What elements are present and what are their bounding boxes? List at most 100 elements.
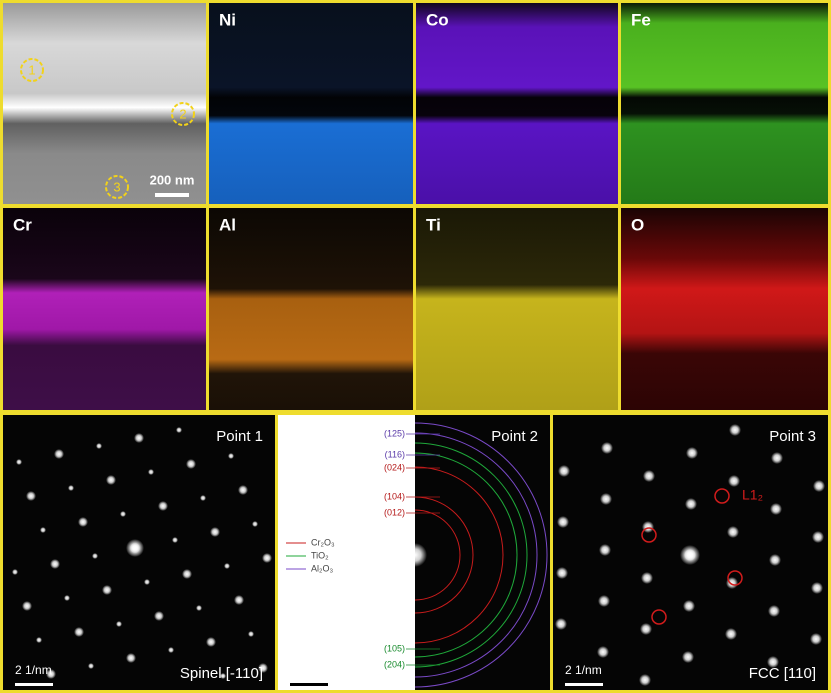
ring [414, 466, 504, 644]
diffraction-spot [643, 470, 655, 482]
diffraction-spot [768, 605, 780, 617]
diffraction-spot [168, 647, 174, 653]
element-label: O [631, 215, 644, 234]
scale-bar-label: 2 1/nm [290, 663, 327, 677]
diffraction-spot [558, 465, 570, 477]
ring [414, 442, 528, 668]
diffraction-spot [200, 495, 206, 501]
diffraction-spot [176, 427, 182, 433]
diffraction-spot [725, 628, 737, 640]
element-label: Al [219, 215, 236, 234]
diffraction-spot [769, 554, 781, 566]
element-label: Ni [219, 10, 236, 29]
diffraction-spot [46, 669, 56, 679]
map-image [621, 3, 828, 204]
diffraction-spot [556, 567, 568, 579]
element-label: Co [426, 10, 449, 29]
diffraction-spot [248, 631, 254, 637]
phase-annotation: L1₂ [742, 487, 763, 503]
diffraction-spot [813, 480, 825, 492]
diffraction-spot [252, 521, 258, 527]
plane-label: (104) [384, 491, 405, 501]
diffraction-spot [64, 595, 70, 601]
marker-label: 2 [179, 106, 186, 121]
superlattice-marker [651, 609, 667, 625]
diffraction-spot [598, 595, 610, 607]
diffraction-spot [597, 646, 609, 658]
diffraction-spot [238, 485, 248, 495]
diffraction-spot [770, 503, 782, 515]
diffraction-spot [158, 501, 168, 511]
diffraction-panels: Point 12 1/nm Spinel [-110]Point 22 1/nmP… [3, 415, 828, 690]
diffraction-spot [96, 443, 102, 449]
diffraction-spot [727, 526, 739, 538]
diffraction-spot [771, 452, 783, 464]
diffraction-spot [258, 663, 268, 673]
diffraction-spot [26, 491, 36, 501]
diffraction-spot [683, 600, 695, 612]
plane-label: (024) [384, 462, 405, 472]
point-title: Point 3 [769, 428, 816, 445]
marker-circle [171, 102, 195, 126]
diffraction-spot [182, 569, 192, 579]
superlattice-marker [727, 570, 743, 586]
diffraction-spot [92, 553, 98, 559]
superlattice-marker [641, 527, 657, 543]
diffraction-spot [126, 653, 136, 663]
diffraction-spot [68, 485, 74, 491]
plane-label: (116) [385, 449, 405, 459]
diffraction-spot [126, 539, 144, 557]
diffraction-spot [148, 469, 154, 475]
diffraction-spot [206, 637, 216, 647]
diffraction-spot [88, 663, 94, 669]
legend-label: Cr₂O₃ [311, 537, 335, 547]
element-label: Cr [13, 215, 32, 234]
diffraction-spot [234, 595, 244, 605]
diffraction-spot [50, 559, 60, 569]
plane-label: (125) [384, 428, 405, 438]
diffraction-spot [120, 511, 126, 517]
map-image [621, 208, 828, 410]
diffraction-spot [600, 493, 612, 505]
scale-bar [155, 193, 189, 197]
plane-label: (012) [384, 507, 405, 517]
ring [414, 452, 518, 658]
diffraction-spot [144, 579, 150, 585]
diffraction-spot [102, 585, 112, 595]
scale-bar-label: 200 nm [150, 172, 195, 187]
diffraction-spot [22, 601, 32, 611]
map-image [416, 208, 618, 410]
diffraction-spot [685, 498, 697, 510]
eds-maps: Ni Co Fe Cr Al Ti O 1 2 3 200 nm [3, 3, 828, 410]
diffraction-spot [78, 517, 88, 527]
diffraction-spot [172, 537, 178, 543]
diffraction-spot [134, 433, 144, 443]
map-image [3, 3, 206, 204]
diffraction-spot [224, 563, 230, 569]
diffraction-spot [74, 627, 84, 637]
diffraction-spot [639, 674, 651, 686]
ring [414, 432, 538, 678]
diffraction-spot [116, 621, 122, 627]
diffraction-spot [40, 527, 46, 533]
diffraction-spot [729, 424, 741, 436]
diffraction-spot [767, 656, 779, 668]
point-title: Point 1 [216, 428, 263, 445]
diffraction-spot [810, 633, 822, 645]
map-image [416, 3, 618, 204]
diffraction-spot [728, 475, 740, 487]
legend-label: TiO₂ [311, 550, 329, 560]
element-label: Fe [631, 10, 651, 29]
point-title: Point 2 [491, 428, 538, 445]
scale-bar-label: 2 1/nm [15, 663, 52, 677]
diffraction-spot [262, 553, 272, 563]
diffraction-spot [812, 531, 824, 543]
diffraction-spot [12, 569, 18, 575]
plane-label: (204) [384, 659, 405, 669]
ring [414, 496, 474, 614]
diffraction-spot [680, 545, 700, 565]
element-label: Ti [426, 215, 441, 234]
white-half [278, 415, 415, 690]
scale-bar-label: 2 1/nm [565, 663, 602, 677]
